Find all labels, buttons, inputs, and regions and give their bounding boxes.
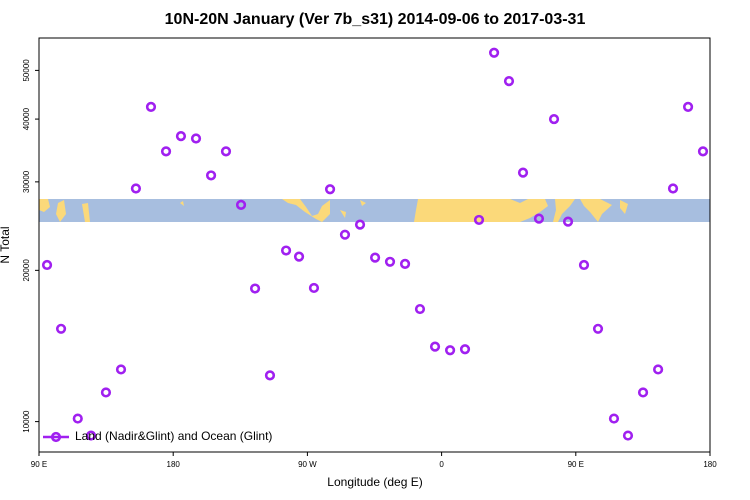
point: [459, 344, 471, 355]
chart-title: 10N-20N January (Ver 7b_s31) 2014-09-06 …: [165, 11, 586, 28]
point: [533, 213, 545, 224]
point: [190, 133, 202, 144]
point: [235, 199, 247, 210]
map-strip: [39, 199, 710, 222]
point: [130, 183, 142, 194]
point: [444, 345, 456, 356]
legend-label: Land (Nadir&Glint) and Ocean (Glint): [75, 429, 272, 443]
point: [85, 430, 97, 441]
point: [399, 258, 411, 269]
x-tick-label: 0: [439, 460, 444, 469]
legend-marker: [50, 431, 62, 443]
point: [578, 259, 590, 271]
x-tick-label: 180: [167, 460, 181, 469]
point: [264, 370, 276, 381]
point: [429, 341, 441, 352]
point: [697, 146, 709, 157]
point: [517, 167, 529, 178]
point: [653, 364, 664, 375]
x-tick-label: 90 W: [298, 460, 317, 469]
point: [293, 251, 305, 262]
point: [220, 146, 232, 157]
point: [280, 245, 292, 256]
point: [562, 216, 574, 227]
point: [41, 259, 53, 271]
point: [548, 113, 560, 125]
y-tick-label: 10000: [22, 410, 31, 433]
point: [503, 76, 515, 87]
point: [55, 323, 67, 334]
x-tick-label: 180: [703, 460, 717, 469]
point: [115, 364, 127, 375]
point: [637, 387, 649, 398]
point: [175, 130, 187, 142]
point: [145, 101, 157, 112]
point: [622, 430, 634, 441]
y-tick-label: 40000: [22, 107, 31, 130]
x-tick-label: 90 E: [568, 460, 584, 469]
x-axis-label: Longitude (deg E): [327, 475, 422, 489]
y-tick-label: 50000: [22, 59, 31, 82]
plot-frame: [38, 37, 711, 453]
point: [72, 413, 83, 424]
point: [339, 229, 351, 240]
point: [592, 323, 604, 334]
point: [414, 303, 426, 315]
point: [369, 252, 381, 263]
point: [667, 183, 679, 194]
point: [100, 387, 112, 398]
point: [249, 283, 261, 294]
point: [384, 256, 396, 267]
point: [160, 146, 172, 157]
point: [205, 170, 217, 181]
y-tick-label: 20000: [22, 259, 31, 282]
point: [473, 214, 485, 226]
point: [488, 47, 500, 58]
point: [682, 101, 694, 112]
point: [308, 282, 320, 294]
point: [324, 184, 336, 195]
point: [608, 413, 620, 424]
point: [354, 219, 366, 230]
y-tick-label: 30000: [22, 170, 31, 193]
y-axis-label: N Total: [0, 226, 12, 263]
x-tick-label: 90 E: [31, 460, 47, 469]
